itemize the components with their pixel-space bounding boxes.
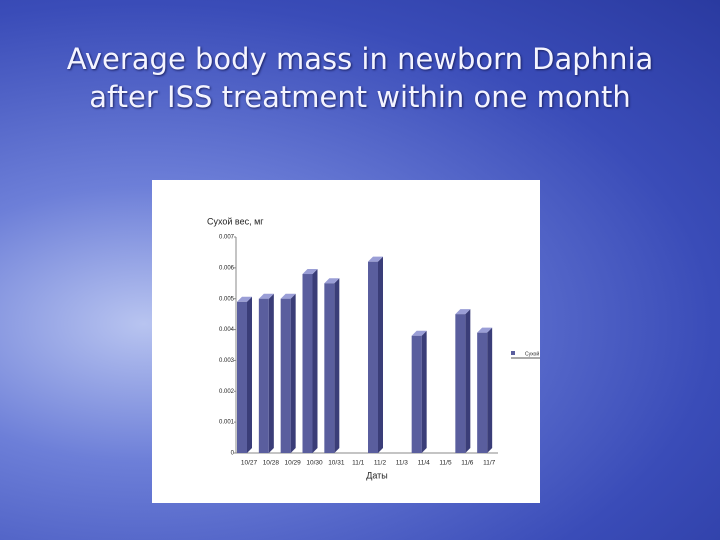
bar-side bbox=[487, 327, 493, 453]
y-tick-label: 0.001 bbox=[219, 420, 235, 426]
bar bbox=[280, 298, 291, 453]
bar-top bbox=[237, 296, 252, 302]
x-tick-label: 10/27 bbox=[241, 460, 258, 467]
x-tick-label: 11/2 bbox=[374, 460, 387, 467]
bar-side bbox=[465, 309, 471, 453]
bar-side bbox=[268, 293, 274, 453]
bar bbox=[258, 298, 269, 453]
bar-side bbox=[290, 293, 296, 453]
y-tick-label: 0.003 bbox=[219, 358, 235, 364]
bar-top bbox=[411, 330, 427, 336]
slide-title: Average body mass in newborn Daphnia aft… bbox=[66, 42, 654, 114]
legend-swatch bbox=[511, 351, 515, 355]
bar-top bbox=[302, 269, 318, 275]
bar bbox=[455, 314, 466, 453]
x-axis-label: Даты bbox=[366, 470, 388, 480]
bar bbox=[237, 301, 247, 453]
bar-side bbox=[334, 278, 340, 453]
y-tick-label: 0.002 bbox=[219, 389, 235, 395]
bar-side bbox=[247, 296, 252, 453]
y-tick-label: 0.007 bbox=[219, 235, 235, 241]
bar-side bbox=[378, 256, 383, 453]
bar-top bbox=[455, 309, 471, 315]
bar-top bbox=[477, 327, 493, 333]
x-tick-label: 10/29 bbox=[285, 460, 302, 467]
y-tick-label: 0.004 bbox=[219, 327, 235, 333]
x-tick-label: 11/3 bbox=[396, 460, 409, 467]
bar bbox=[324, 283, 335, 453]
y-tick-label: 0.006 bbox=[219, 265, 235, 271]
x-tick-label: 10/30 bbox=[306, 460, 323, 467]
bar bbox=[368, 261, 378, 453]
x-tick-label: 11/7 bbox=[483, 460, 496, 467]
bar-top bbox=[280, 293, 296, 299]
legend-label: Сухой bbox=[525, 350, 539, 357]
y-tick-label: 0 bbox=[231, 451, 235, 457]
y-tick-label: 0.005 bbox=[219, 296, 235, 302]
bar-top bbox=[258, 293, 274, 299]
bar-top bbox=[324, 278, 340, 284]
chart-area bbox=[152, 180, 540, 503]
bar bbox=[302, 274, 313, 453]
bar-top bbox=[368, 256, 383, 262]
x-tick-label: 10/31 bbox=[328, 460, 345, 467]
bar-side bbox=[312, 269, 318, 453]
x-tick-label: 11/1 bbox=[352, 460, 365, 467]
x-tick-label: 10/28 bbox=[263, 460, 280, 467]
bar-side bbox=[421, 330, 427, 453]
x-tick-label: 11/5 bbox=[439, 460, 452, 467]
bar bbox=[411, 335, 422, 453]
x-tick-label: 11/6 bbox=[461, 460, 474, 467]
y-axis-label: Сухой вес, мг bbox=[207, 216, 264, 226]
x-tick-label: 11/4 bbox=[418, 460, 431, 467]
bar bbox=[477, 332, 488, 453]
